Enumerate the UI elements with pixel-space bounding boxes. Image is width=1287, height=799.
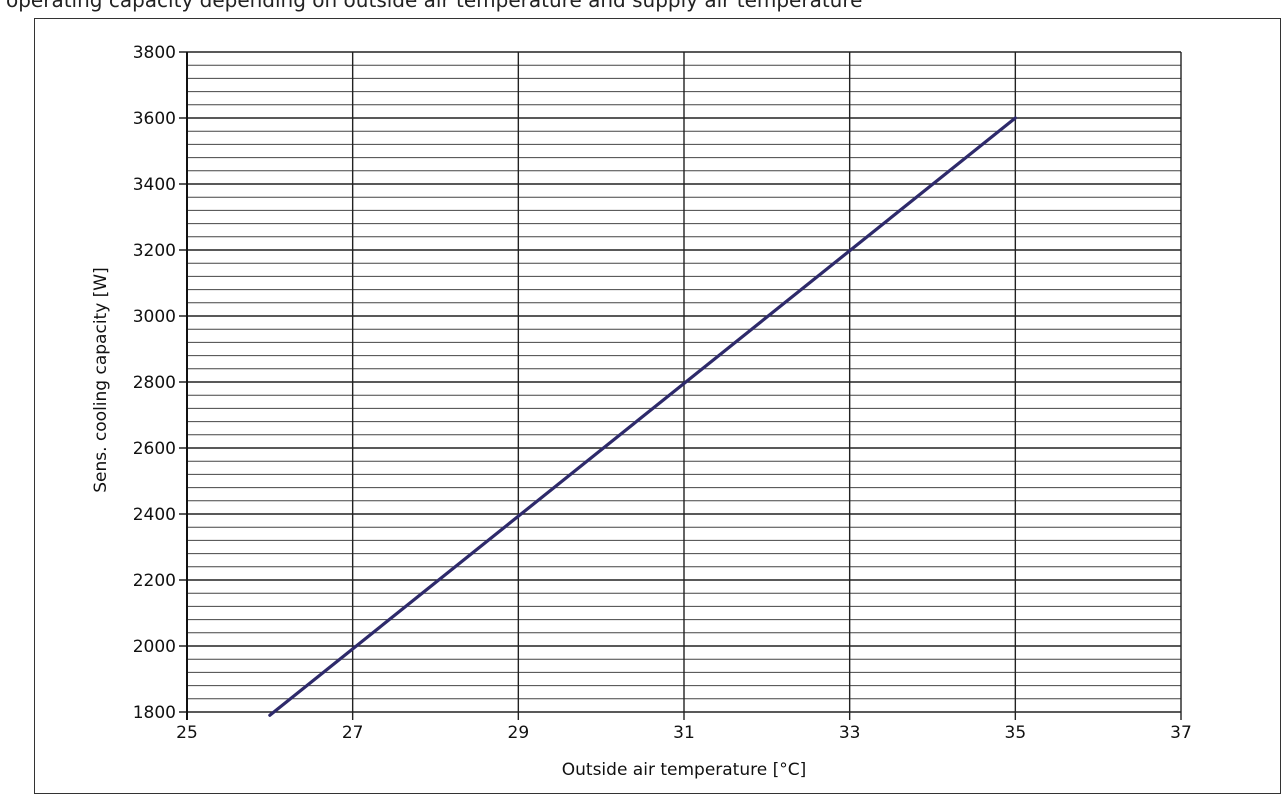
x-tick-label: 27	[342, 723, 364, 743]
cut-off-header-text: operating capacity depending on outside …	[6, 0, 863, 12]
y-tick-label: 2200	[133, 571, 176, 591]
capacity-series-line	[268, 116, 1017, 717]
x-tick-label: 37	[1170, 723, 1192, 743]
y-tick-label: 2000	[133, 637, 176, 657]
y-tick-label: 3800	[133, 43, 176, 63]
x-tick-label: 29	[508, 723, 530, 743]
x-tick-label: 31	[673, 723, 695, 743]
y-tick-label: 2400	[133, 505, 176, 525]
y-tick-label: 1800	[133, 703, 176, 723]
x-tick-label: 35	[1005, 723, 1027, 743]
x-tick-label: 25	[176, 723, 198, 743]
y-tick-label: 3200	[133, 241, 176, 261]
chart-frame	[34, 18, 1281, 794]
y-tick-label: 2800	[133, 373, 176, 393]
x-tick-label: 33	[839, 723, 861, 743]
y-tick-label: 3400	[133, 175, 176, 195]
y-tick-label: 2600	[133, 439, 176, 459]
y-axis-label: Sens. cooling capacity [W]	[91, 267, 111, 493]
y-tick-label: 3600	[133, 109, 176, 129]
x-axis-label: Outside air temperature [°C]	[562, 760, 806, 780]
y-tick-label: 3000	[133, 307, 176, 327]
